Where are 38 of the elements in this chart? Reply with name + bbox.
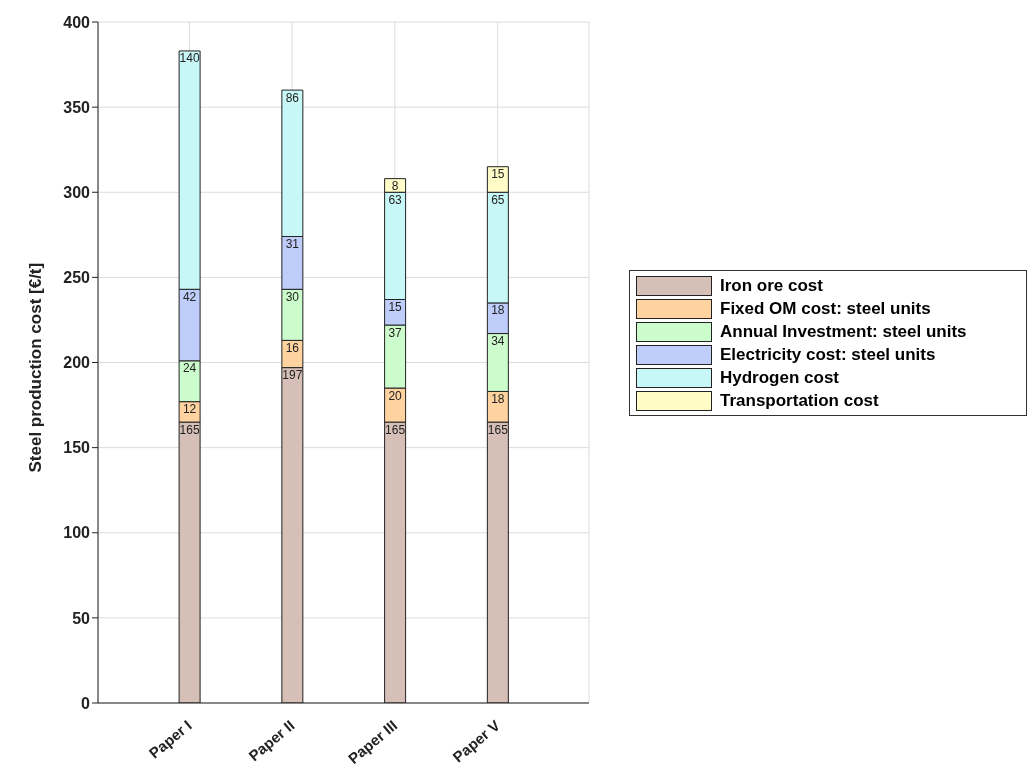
data-label: 34	[491, 334, 505, 349]
y-tick-label: 50	[72, 609, 91, 627]
y-tick-label: 350	[63, 98, 91, 116]
y-axis-title: Steel production cost [€/t]	[26, 262, 46, 473]
data-label: 18	[491, 391, 505, 406]
data-label: 8	[391, 179, 399, 194]
data-label: 18	[491, 303, 505, 318]
legend-label: Annual Investment: steel units	[720, 321, 967, 342]
data-label: 197	[282, 368, 303, 383]
data-label: 42	[182, 289, 197, 304]
y-tick-label: 200	[63, 354, 91, 372]
data-label: 30	[285, 289, 300, 304]
data-label: 165	[385, 422, 406, 437]
data-label: 16	[285, 340, 300, 355]
data-label: 24	[182, 361, 197, 376]
legend-label: Hydrogen cost	[720, 367, 840, 388]
data-label: 20	[388, 388, 403, 403]
data-label: 15	[491, 167, 505, 182]
data-label: 63	[388, 192, 403, 207]
y-tick-label: 0	[81, 694, 91, 712]
legend-label: Transportation cost	[720, 390, 879, 411]
data-label: 165	[179, 422, 200, 437]
data-label: 31	[285, 237, 300, 252]
data-label: 37	[388, 325, 403, 340]
data-label: 15	[388, 300, 403, 315]
data-label: 65	[491, 192, 505, 207]
data-label: 12	[182, 402, 197, 417]
y-tick-label: 250	[63, 269, 91, 287]
legend-label: Electricity cost: steel units	[720, 344, 936, 365]
data-label: 86	[285, 90, 300, 105]
y-tick-label: 300	[63, 183, 91, 201]
data-label: 165	[487, 422, 509, 437]
y-tick-label: 150	[63, 439, 91, 457]
y-tick-label: 400	[63, 13, 91, 31]
legend-label: Fixed OM cost: steel units	[720, 298, 931, 319]
data-label: 140	[179, 51, 200, 66]
y-tick-label: 100	[63, 524, 91, 542]
legend-label: Iron ore cost	[720, 275, 823, 296]
